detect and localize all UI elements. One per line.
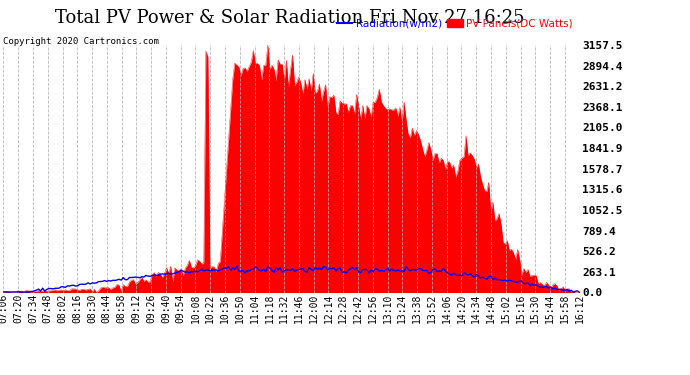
Text: Total PV Power & Solar Radiation Fri Nov 27 16:25: Total PV Power & Solar Radiation Fri Nov… bbox=[55, 9, 524, 27]
Legend: Radiation(w/m2), PV Panels(DC Watts): Radiation(w/m2), PV Panels(DC Watts) bbox=[333, 15, 576, 33]
Text: Copyright 2020 Cartronics.com: Copyright 2020 Cartronics.com bbox=[3, 38, 159, 46]
